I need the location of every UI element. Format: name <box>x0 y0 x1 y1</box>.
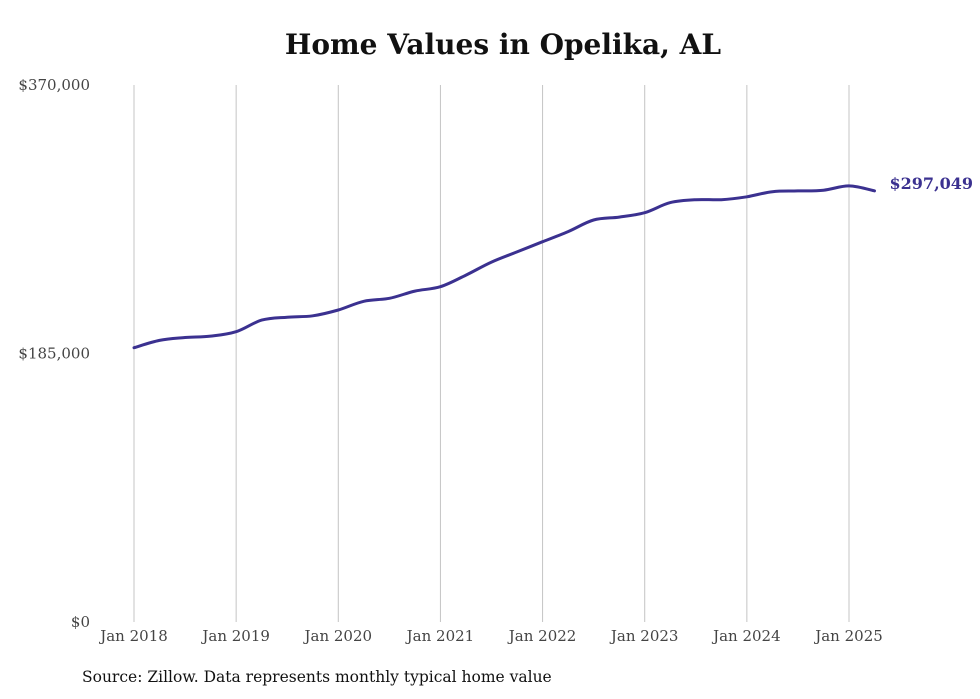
x-tick-label-7: Jan 2025 <box>813 627 883 645</box>
y-tick-label-0: $0 <box>71 613 90 631</box>
y-axis-ticks: $0 $185,000 $370,000 <box>18 76 90 631</box>
x-tick-label-3: Jan 2021 <box>405 627 475 645</box>
chart-title: Home Values in Opelika, AL <box>284 28 722 61</box>
x-tick-label-0: Jan 2018 <box>98 627 168 645</box>
end-value-label: $297,049 <box>890 174 974 193</box>
source-note: Source: Zillow. Data represents monthly … <box>82 668 552 686</box>
y-tick-label-1: $185,000 <box>18 345 90 363</box>
x-axis-ticks: Jan 2018 Jan 2019 Jan 2020 Jan 2021 Jan 2022… <box>98 627 883 645</box>
y-tick-label-2: $370,000 <box>18 76 90 94</box>
grid-lines <box>133 85 850 622</box>
x-tick-label-4: Jan 2022 <box>507 627 577 645</box>
x-tick-label-6: Jan 2024 <box>711 627 781 645</box>
x-tick-label-5: Jan 2023 <box>609 627 679 645</box>
x-tick-label-1: Jan 2019 <box>200 627 270 645</box>
home-value-series-line <box>132 184 876 350</box>
x-tick-label-2: Jan 2020 <box>303 627 373 645</box>
